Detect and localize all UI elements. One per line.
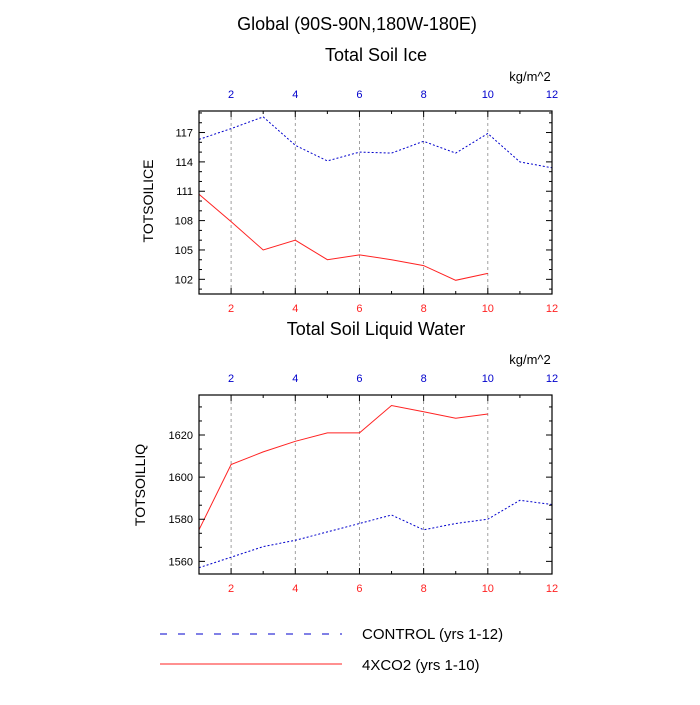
legend: CONTROL (yrs 1-12) 4XCO2 (yrs 1-10) <box>160 626 503 674</box>
y-tick-label: 114 <box>175 157 193 169</box>
y-tick-label: 1600 <box>169 472 193 484</box>
x-tick-label-top: 4 <box>292 89 298 101</box>
series-line-control <box>198 116 553 169</box>
series-line-co2 <box>198 404 488 531</box>
panel-title: Total Soil Liquid Water <box>287 319 465 339</box>
y-tick-label: 1620 <box>169 430 193 442</box>
y-tick-label: 117 <box>175 128 193 140</box>
x-tick-label-bottom: 10 <box>482 303 494 315</box>
plot-frame <box>198 110 553 295</box>
y-tick-label: 1580 <box>169 514 193 526</box>
main-title: Global (90S-90N,180W-180E) <box>237 14 477 34</box>
panel-total-soil-ice: Total Soil Ice kg/m^2 TOTSOILICE 1021051… <box>140 45 558 315</box>
y-tick-label: 111 <box>176 186 193 198</box>
x-tick-label-bottom: 6 <box>356 303 362 315</box>
y-tick-label: 102 <box>175 274 193 286</box>
x-tick-label-top: 12 <box>546 89 558 101</box>
x-tick-label-top: 8 <box>421 89 427 101</box>
plot-frame <box>198 394 553 575</box>
x-tick-label-bottom: 8 <box>421 303 427 315</box>
y-tick-label: 108 <box>175 216 193 228</box>
x-tick-label-bottom: 4 <box>292 303 298 315</box>
x-tick-label-bottom: 4 <box>292 583 298 595</box>
x-tick-label-bottom: 2 <box>228 303 234 315</box>
x-tick-label-top: 10 <box>482 89 494 101</box>
x-tick-label-top: 8 <box>421 373 427 385</box>
units-label: kg/m^2 <box>509 69 551 84</box>
x-tick-label-bottom: 12 <box>546 583 558 595</box>
units-label: kg/m^2 <box>509 352 551 367</box>
y-axis-label: TOTSOILICE <box>140 160 156 243</box>
x-tick-label-top: 2 <box>228 89 234 101</box>
panel-title: Total Soil Ice <box>325 45 427 65</box>
x-tick-label-top: 2 <box>228 373 234 385</box>
series-line-co2 <box>198 193 488 281</box>
legend-label-control: CONTROL (yrs 1-12) <box>362 626 503 643</box>
x-tick-label-bottom: 6 <box>356 583 362 595</box>
y-axis-label: TOTSOILLIQ <box>132 444 148 526</box>
panel-total-soil-liquid-water: Total Soil Liquid Water kg/m^2 TOTSOILLI… <box>132 319 558 595</box>
x-tick-label-bottom: 8 <box>421 583 427 595</box>
x-tick-label-top: 4 <box>292 373 298 385</box>
y-tick-label: 105 <box>175 245 193 257</box>
x-tick-label-bottom: 12 <box>546 303 558 315</box>
series-line-control <box>198 499 553 569</box>
y-tick-label: 1560 <box>169 556 193 568</box>
legend-label-co2: 4XCO2 (yrs 1-10) <box>362 657 480 674</box>
x-tick-label-top: 10 <box>482 373 494 385</box>
x-tick-label-top: 12 <box>546 373 558 385</box>
x-tick-label-bottom: 10 <box>482 583 494 595</box>
x-tick-label-bottom: 2 <box>228 583 234 595</box>
x-tick-label-top: 6 <box>356 373 362 385</box>
x-tick-label-top: 6 <box>356 89 362 101</box>
